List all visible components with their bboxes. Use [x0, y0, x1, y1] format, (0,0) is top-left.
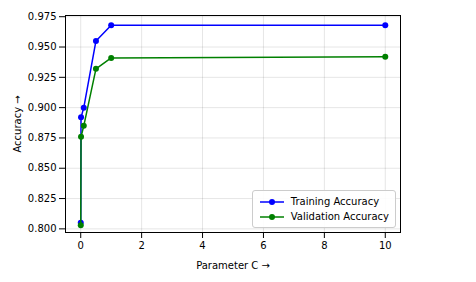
svg-text:0.950: 0.950	[28, 41, 57, 52]
svg-text:0.875: 0.875	[28, 132, 57, 143]
svg-text:0.800: 0.800	[28, 223, 57, 234]
svg-text:8: 8	[321, 240, 327, 251]
svg-text:0.825: 0.825	[28, 193, 57, 204]
html-text:Training Accuracy: Training Accuracy	[290, 196, 380, 207]
svg-text:0.925: 0.925	[28, 72, 57, 83]
svg-text:0.900: 0.900	[28, 102, 57, 113]
html-text:Validation Accuracy: Validation Accuracy	[290, 211, 389, 222]
svg-text:0.975: 0.975	[28, 11, 57, 22]
svg-text:2: 2	[138, 240, 144, 251]
svg-text:4: 4	[199, 240, 205, 251]
svg-text:10: 10	[379, 240, 392, 251]
svg-text:6: 6	[260, 240, 266, 251]
svg-text:Parameter C →: Parameter C →	[196, 260, 270, 271]
svg-text:Accuracy →: Accuracy →	[12, 95, 23, 152]
svg-text:0.850: 0.850	[28, 162, 57, 173]
svg-text:0: 0	[78, 240, 84, 251]
